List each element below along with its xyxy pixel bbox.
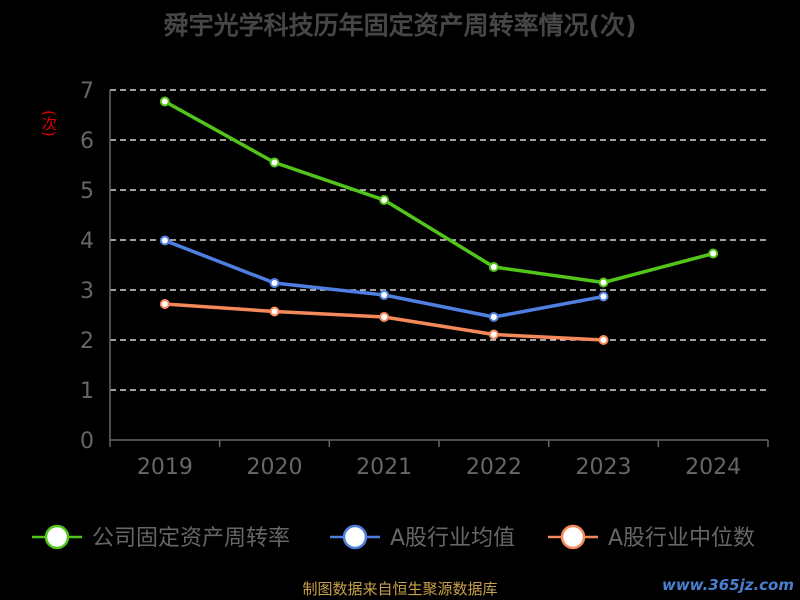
x-tick-label: 2021 [356, 455, 412, 480]
y-tick-label: 1 [80, 379, 94, 404]
y-tick-label: 6 [80, 129, 94, 154]
x-tick-label: 2019 [137, 455, 193, 480]
data-point [269, 306, 280, 317]
legend-swatch-marker [44, 524, 70, 550]
legend-label: A股行业中位数 [608, 526, 755, 551]
data-point [488, 312, 499, 322]
data-point [159, 96, 170, 107]
data-point [159, 299, 170, 309]
data-point [488, 329, 499, 340]
x-tick-label: 2024 [685, 455, 741, 480]
y-axis-unit-label: (次) [40, 110, 58, 137]
legend-swatch-marker [342, 524, 368, 550]
data-point [598, 335, 609, 345]
axes: 0 1 2 3 4 5 6 7 2019 2020 2021 2022 2023 2024 [80, 79, 769, 480]
series-line [163, 99, 714, 285]
legend-swatch-marker [560, 524, 586, 550]
legend-label: 公司固定资产周转率 [92, 526, 290, 551]
x-tick-label: 2020 [247, 455, 303, 480]
x-tick-label: 2023 [576, 455, 632, 480]
data-point [269, 278, 280, 288]
y-tick-label: 5 [80, 179, 94, 204]
watermark: www.365jz.com [661, 576, 794, 594]
x-tick-label: 2022 [466, 455, 522, 480]
grid-lines [110, 89, 768, 391]
y-tick-label: 3 [80, 279, 94, 304]
source-note: 制图数据来自恒生聚源数据库 [302, 580, 498, 598]
data-point [488, 262, 499, 272]
y-tick-label: 0 [80, 429, 94, 454]
data-point [159, 235, 170, 246]
data-point [379, 290, 390, 300]
data-point [598, 277, 609, 288]
data-point [379, 312, 390, 322]
y-tick-label: 2 [80, 329, 94, 354]
data-point [708, 248, 719, 259]
data-point [379, 195, 390, 205]
series-line [164, 238, 604, 319]
y-tick-label: 7 [80, 79, 94, 104]
data-point [269, 157, 280, 168]
legend-label: A股行业均值 [390, 526, 515, 551]
legend: 公司固定资产周转率 A股行业均值 A股行业中位数 [32, 524, 755, 551]
y-tick-label: 4 [80, 229, 94, 254]
chart-title: 舜宇光学科技历年固定资产周转率情况(次) [163, 11, 637, 40]
data-point [598, 291, 609, 302]
series-lines [159, 96, 719, 345]
